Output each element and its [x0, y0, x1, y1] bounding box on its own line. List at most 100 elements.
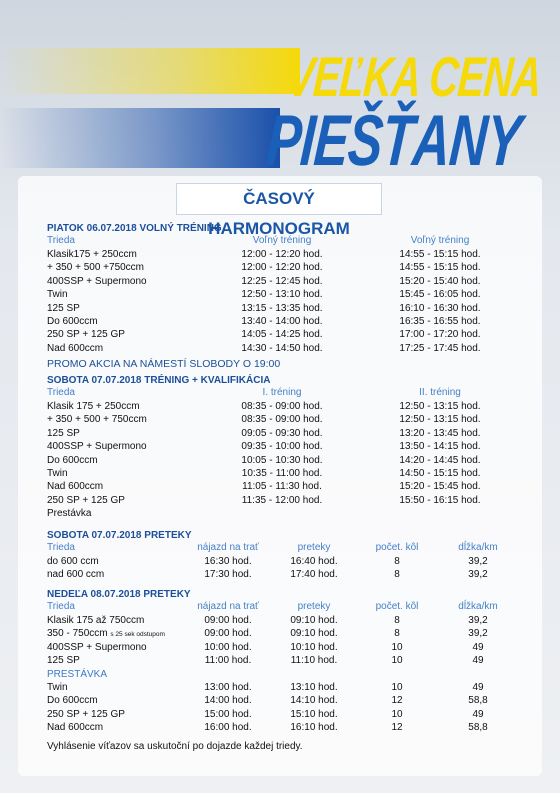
row-label: 400SSP + Supermono [47, 641, 147, 653]
row-value: 12:00 - 12:20 hod. [241, 249, 323, 260]
row-label: Twin [47, 289, 68, 301]
row-value: 58,8 [468, 695, 488, 707]
row-label: 125 SP [47, 427, 80, 439]
column-header: nájazd na trať [197, 542, 259, 553]
row-label: PRESTÁVKA [47, 668, 108, 680]
row-value: 39,2 [468, 556, 488, 567]
row-value: 8 [394, 569, 400, 581]
row-value: 11:10 hod. [290, 655, 338, 667]
title: ČASOVÝ HARMONOGRAM [176, 183, 382, 238]
banner-yellow [0, 48, 300, 94]
column-header: Trieda [47, 542, 75, 553]
logo-bottom: PIEŠŤANY [263, 101, 524, 181]
content-panel [18, 176, 542, 776]
column-header: počet. kôl [375, 542, 419, 553]
row-value: 10 [391, 708, 403, 720]
row-label: Nad 600ccm [47, 722, 104, 734]
row-label: 350 - 750ccm s 25 sek odstupom [47, 628, 165, 640]
row-value: 09:05 - 09:30 hod. [241, 427, 323, 439]
row-label: 400SSP + Supermono [47, 275, 147, 287]
row-value: 12 [391, 695, 403, 707]
row-label: Klasik 175 až 750ccm [47, 615, 145, 626]
column-header: Voľný tréning [252, 235, 312, 246]
row-label: 250 SP + 125 GP [47, 494, 125, 506]
row-value: 10:05 - 10:30 hod. [241, 454, 323, 466]
column-header: I. tréning [262, 387, 302, 398]
footer-note: Vyhlásenie víťazov sa uskutoční po dojaz… [47, 741, 303, 752]
section-title: PIATOK 06.07.2018 VOLNÝ TRÉNING [47, 223, 222, 234]
row-label: nad 600 ccm [47, 569, 105, 581]
row-label: 125 SP [47, 302, 80, 314]
row-note: s 25 sek odstupom [110, 631, 165, 639]
row-value: 14:00 hod. [204, 695, 252, 707]
row-label: + 350 + 500 + 750ccm [47, 414, 147, 426]
row-value: 09:35 - 10:00 hod. [241, 441, 323, 453]
row-value: 8 [394, 556, 400, 567]
row-value: 10 [391, 641, 403, 653]
row-value: 12:50 - 13:15 hod. [399, 414, 481, 426]
row-value: 12:50 - 13:10 hod. [241, 289, 323, 301]
row-label: 125 SP [47, 655, 80, 667]
row-value: 14:55 - 15:15 hod. [399, 262, 481, 274]
row-value: 49 [472, 655, 484, 667]
row-value: 10 [391, 682, 403, 693]
row-label: Klasik 175 + 250ccm [47, 401, 140, 412]
row-value: 10:00 hod. [204, 641, 252, 653]
row-value: 14:55 - 15:15 hod. [399, 249, 481, 260]
row-value: 49 [472, 708, 484, 720]
row-value: 49 [472, 682, 484, 693]
row-value: 12 [391, 722, 403, 734]
column-header: preteky [297, 601, 331, 612]
row-value: 09:00 hod. [204, 615, 252, 626]
column-header: Trieda [47, 601, 75, 612]
row-value: 13:50 - 14:15 hod. [399, 441, 481, 453]
row-value: 08:35 - 09:00 hod. [241, 414, 323, 426]
row-label: Nad 600ccm [47, 342, 104, 354]
row-value: 14:05 - 14:25 hod. [241, 329, 323, 341]
row-value: 16:30 hod. [204, 556, 252, 567]
row-label: Do 600ccm [47, 454, 98, 466]
row-label: 250 SP + 125 GP [47, 329, 125, 341]
row-value: 8 [394, 628, 400, 640]
row-value: 14:50 - 15:15 hod. [399, 468, 481, 479]
row-label: Prestávka [47, 508, 92, 520]
row-value: 13:15 - 13:35 hod. [241, 302, 323, 314]
column-header: počet. kôl [375, 601, 419, 612]
row-value: 15:45 - 16:05 hod. [399, 289, 481, 301]
row-label: Nad 600ccm [47, 481, 104, 493]
row-value: 15:20 - 15:45 hod. [399, 481, 481, 493]
row-value: 11:05 - 11:30 hod. [242, 481, 322, 493]
column-header: dĺžka/km [458, 542, 498, 553]
row-value: 14:10 hod. [290, 695, 338, 707]
column-header: Trieda [47, 387, 75, 398]
column-header: Voľný tréning [410, 235, 470, 246]
row-value: 15:20 - 15:40 hod. [399, 275, 481, 287]
row-value: 17:00 - 17:20 hod. [399, 329, 481, 341]
row-label: Klasik175 + 250ccm [47, 249, 137, 260]
row-value: 17:30 hod. [204, 569, 252, 581]
row-value: 12:25 - 12:45 hod. [241, 275, 323, 287]
row-value: 11:35 - 12:00 hod. [241, 494, 323, 506]
column-header: nájazd na trať [197, 601, 259, 612]
row-value: 09:00 hod. [204, 628, 252, 640]
row-value: 39,2 [468, 569, 488, 581]
row-value: 13:10 hod. [290, 682, 338, 693]
row-value: 14:30 - 14:50 hod. [241, 342, 323, 354]
row-label: Do 600ccm [47, 316, 98, 327]
row-value: 13:00 hod. [204, 682, 252, 693]
row-value: 12:50 - 13:15 hod. [399, 401, 481, 412]
row-value: 39,2 [468, 628, 488, 640]
row-value: 14:20 - 14:45 hod. [399, 454, 481, 466]
section-title: NEDEĽA 08.07.2018 PRETEKY [47, 589, 191, 600]
row-value: 08:35 - 09:00 hod. [241, 401, 323, 412]
row-value: 13:20 - 13:45 hod. [399, 427, 481, 439]
column-header: dĺžka/km [458, 601, 498, 612]
row-value: 10 [391, 655, 403, 667]
row-label: Do 600ccm [47, 695, 98, 707]
row-value: 49 [472, 641, 484, 653]
row-label: + 350 + 500 +750ccm [47, 262, 145, 274]
row-value: 15:50 - 16:15 hod. [399, 494, 481, 506]
row-value: 58,8 [468, 722, 488, 734]
section-title: SOBOTA 07.07.2018 PRETEKY [47, 530, 192, 541]
